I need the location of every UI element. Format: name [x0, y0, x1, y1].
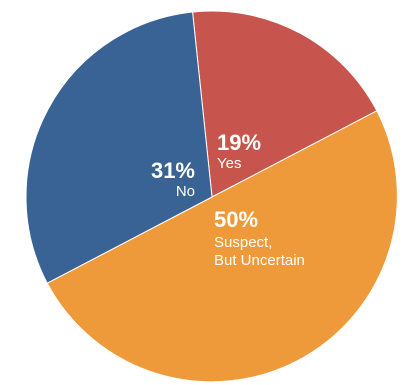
slice-suspect-label-line2: But Uncertain [214, 252, 305, 269]
slice-no-label: No [176, 183, 195, 200]
pie-slice-yes [192, 10, 378, 198]
pie-slice-no [25, 11, 213, 284]
pie-labels: 19% Yes 31% No 50% Suspect, But Uncertai… [151, 130, 305, 269]
slice-yes-label: Yes [217, 155, 241, 172]
slice-suspect-label-line1: Suspect, [214, 234, 272, 251]
slice-no-percent: 31% [151, 158, 195, 183]
slice-yes-percent: 19% [217, 130, 261, 155]
slice-suspect-percent: 50% [214, 207, 258, 232]
pie-slices [25, 10, 398, 383]
pie-slice-suspect-but-uncertain [46, 110, 398, 383]
